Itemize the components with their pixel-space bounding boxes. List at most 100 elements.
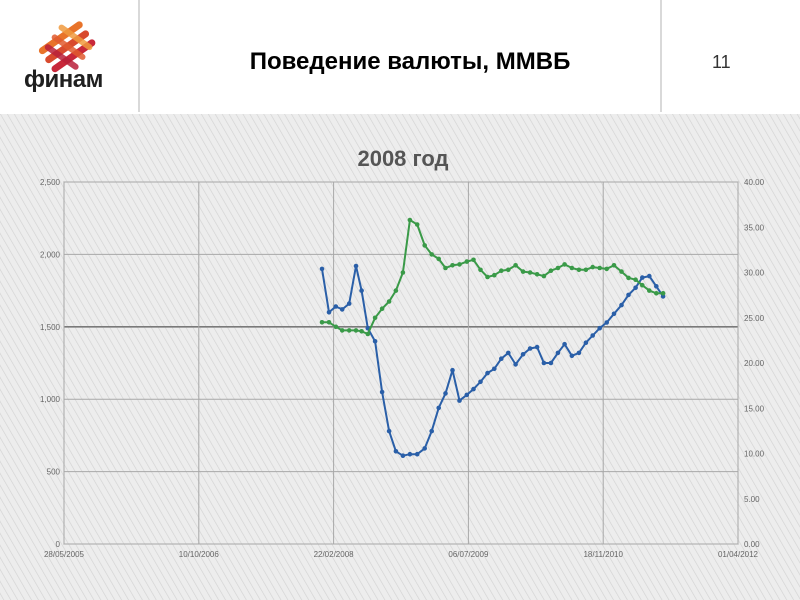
x-tick-label: 10/10/2006	[179, 550, 220, 559]
header-divider-left	[138, 0, 140, 112]
data-point-right	[326, 320, 332, 325]
data-point-right	[541, 273, 547, 279]
data-point-right	[640, 282, 645, 288]
data-point-right	[450, 263, 455, 268]
y-left-tick-label: 1,000	[40, 395, 61, 404]
data-point-left	[429, 428, 435, 434]
x-tick-label: 22/02/2008	[314, 550, 355, 559]
data-point-left	[457, 398, 462, 403]
data-point-left	[422, 446, 428, 451]
data-point-right	[379, 306, 385, 311]
header-divider-right	[660, 0, 662, 112]
data-point-left	[633, 285, 638, 290]
data-point-left	[333, 304, 339, 309]
data-point-left	[436, 405, 442, 411]
data-point-right	[590, 264, 595, 270]
y-right-tick-label: 40.00	[744, 178, 765, 187]
data-point-left	[414, 451, 420, 457]
data-point-left	[513, 362, 518, 367]
data-point-right	[407, 217, 413, 223]
data-point-left	[569, 353, 575, 359]
x-tick-label: 06/07/2009	[448, 550, 489, 559]
data-point-right	[414, 222, 420, 227]
data-point-left	[506, 350, 511, 356]
data-point-right	[569, 265, 575, 271]
data-point-right	[576, 267, 582, 273]
data-point-right	[597, 265, 602, 271]
slide-header: финам Поведение валюты, ММВБ 11	[0, 0, 800, 112]
y-left-tick-label: 1,500	[40, 323, 61, 332]
data-point-right	[346, 328, 352, 333]
data-point-right	[654, 291, 659, 296]
line-chart: 2008 год 0 500 1,000 1,500 2,000 2,500 0.00 5.0…	[0, 114, 800, 600]
data-point-right	[534, 272, 540, 277]
data-point-left	[443, 391, 448, 396]
data-point-right	[457, 262, 462, 267]
chart-area: 2008 год 0 500 1,000 1,500 2,000 2,500 0.00 5.0…	[0, 114, 800, 600]
data-point-left	[534, 344, 540, 350]
data-point-left	[464, 392, 470, 398]
data-point-right	[611, 263, 617, 268]
data-point-right	[626, 275, 631, 281]
chart-background	[0, 114, 800, 600]
y-left-tick-label: 2,000	[40, 250, 61, 259]
data-point-left	[346, 301, 352, 306]
finam-logo-icon	[38, 21, 96, 73]
data-point-right	[604, 266, 609, 272]
data-point-left	[597, 325, 602, 331]
data-point-right	[619, 269, 624, 274]
data-point-left	[626, 292, 631, 298]
data-point-left	[520, 352, 526, 357]
data-point-right	[520, 269, 526, 274]
data-point-right	[548, 268, 554, 273]
data-point-right	[471, 257, 476, 263]
chart-title: 2008 год	[357, 146, 448, 171]
data-point-left	[604, 320, 609, 325]
chart-series	[319, 217, 666, 459]
page-number: 11	[712, 52, 731, 72]
data-point-right	[583, 267, 589, 273]
data-point-left	[359, 288, 364, 293]
y-left-tick-label: 2,500	[40, 178, 61, 187]
logo-text: финам	[24, 66, 103, 93]
data-point-left	[319, 266, 325, 272]
y-right-tick-label: 0.00	[744, 540, 760, 549]
data-point-right	[359, 329, 364, 334]
data-point-right	[485, 274, 490, 280]
data-point-right	[436, 256, 442, 262]
y-right-tick-label: 30.00	[744, 269, 765, 278]
data-point-right	[353, 328, 359, 333]
data-point-left	[647, 273, 652, 279]
data-point-left	[548, 360, 554, 366]
data-point-left	[450, 367, 455, 373]
data-point-right	[513, 263, 518, 268]
data-point-left	[393, 449, 399, 454]
page-title: Поведение валюты, ММВБ	[249, 48, 571, 75]
data-point-left	[353, 263, 359, 269]
data-point-left	[471, 386, 476, 392]
data-point-left	[339, 307, 345, 312]
data-point-right	[333, 324, 339, 330]
data-point-left	[379, 389, 385, 395]
data-point-left	[654, 284, 659, 289]
data-point-right	[400, 270, 406, 275]
y-right-tick-label: 10.00	[744, 450, 765, 459]
y-right-tick-label: 15.00	[744, 404, 765, 413]
data-point-right	[499, 268, 504, 273]
data-point-left	[326, 310, 332, 315]
x-tick-label: 18/11/2010	[583, 550, 623, 559]
data-point-right	[647, 288, 652, 293]
data-point-right	[365, 331, 371, 337]
chart-axes: 0 500 1,000 1,500 2,000 2,500 0.00 5.00 10.00 15.…	[40, 178, 765, 559]
data-point-left	[611, 311, 617, 317]
data-point-right	[372, 315, 378, 321]
data-point-left	[562, 341, 567, 347]
data-point-right	[660, 291, 666, 296]
data-point-right	[393, 288, 399, 293]
data-point-right	[339, 328, 345, 333]
x-tick-label: 28/05/2005	[44, 550, 85, 559]
data-point-left	[555, 350, 561, 356]
data-point-right	[386, 299, 392, 304]
y-left-tick-label: 500	[47, 468, 61, 477]
data-point-left	[619, 302, 624, 308]
